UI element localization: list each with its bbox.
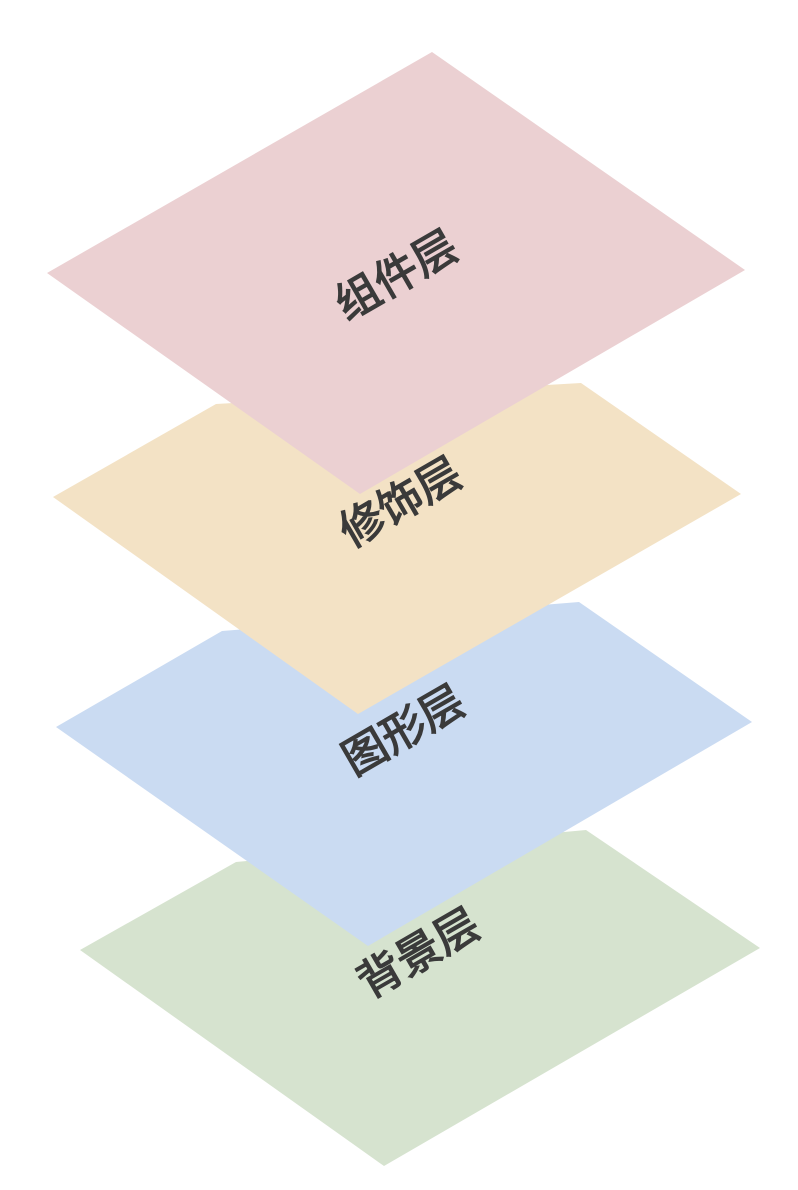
layer-background-plane bbox=[80, 830, 760, 1166]
layer-component: 组件层 bbox=[47, 52, 745, 494]
layer-decoration-plane bbox=[53, 383, 741, 714]
layer-component-plane bbox=[47, 52, 745, 494]
layer-graphics-plane bbox=[56, 602, 752, 946]
